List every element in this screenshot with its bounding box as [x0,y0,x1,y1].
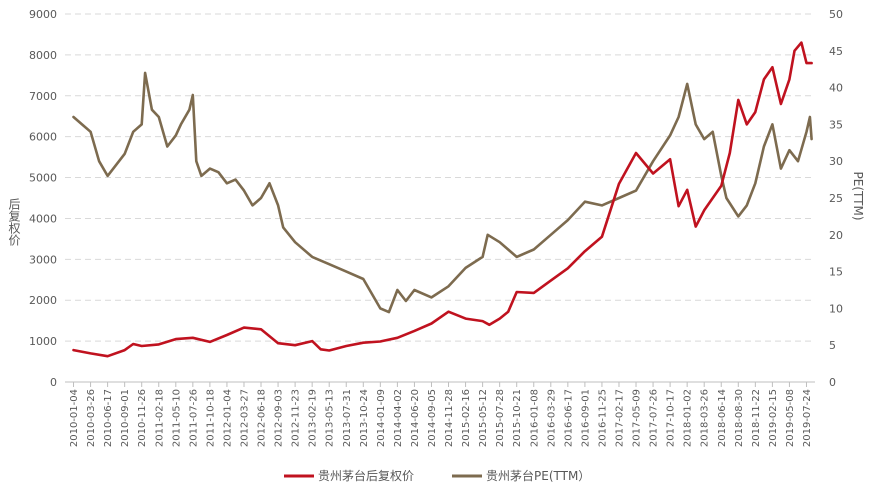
right-tick-label: 35 [829,118,843,131]
x-tick-label: 2018-03-26 [700,389,711,447]
x-tick-label: 2017-05-09 [632,389,643,447]
x-tick-label: 2014-11-28 [444,389,455,447]
x-tick-label: 2016-09-01 [580,389,591,447]
left-tick-label: 3000 [29,253,57,266]
x-tick-label: 2011-05-10 [171,389,182,447]
right-tick-label: 30 [829,155,843,168]
x-tick-label: 2011-07-26 [188,389,199,447]
right-axis: 0 5 10 15 20 25 30 35 40 45 50 [829,8,843,389]
right-axis-title: PE(TTM) [851,172,865,221]
x-tick-label: 2014-01-09 [376,389,387,447]
right-tick-label: 0 [829,376,836,389]
x-tick-label: 2015-05-12 [478,389,489,447]
left-tick-label: 1000 [29,335,57,348]
left-tick-label: 6000 [29,131,57,144]
x-tick-label: 2015-02-16 [461,389,472,447]
x-tick-label: 2019-05-08 [785,389,796,447]
x-tick-label: 2018-06-14 [717,389,728,447]
x-tick-label: 2014-06-20 [410,389,421,447]
legend-label-price: 贵州茅台后复权价 [318,468,414,483]
x-tick-label: 2010-01-04 [69,389,80,447]
x-tick-label: 2015-07-28 [495,389,506,447]
x-tick-label: 2013-07-31 [342,389,353,447]
left-tick-label: 8000 [29,49,57,62]
left-tick-label: 5000 [29,172,57,185]
right-tick-label: 20 [829,229,843,242]
x-tick-label: 2016-01-08 [529,389,540,447]
left-axis-title: 后复权价 [7,198,21,246]
x-tick-label: 2016-03-29 [546,389,557,447]
left-tick-label: 9000 [29,8,57,21]
left-tick-label: 2000 [29,294,57,307]
x-tick-label: 2012-03-27 [239,389,250,447]
right-tick-label: 15 [829,266,843,279]
x-tick-label: 2018-11-22 [751,389,762,447]
x-tick-label: 2012-09-03 [274,389,285,447]
right-tick-label: 40 [829,82,843,95]
series-layer [72,41,813,358]
x-tick-label: 2010-09-01 [120,389,131,447]
left-tick-label: 0 [50,376,57,389]
right-tick-label: 25 [829,192,843,205]
gridlines [65,13,815,342]
left-tick-label: 4000 [29,212,57,225]
x-tick-label: 2016-11-25 [597,389,608,447]
x-tick-label: 2011-02-18 [154,389,165,447]
x-tick-label: 2014-09-05 [427,389,438,447]
x-tick-label: 2019-02-15 [768,389,779,447]
series-line-pe [72,71,813,314]
x-tick-label: 2018-08-30 [734,389,745,447]
x-tick-label: 2013-10-24 [359,389,370,447]
x-tick-label: 2011-10-18 [205,389,216,447]
x-tick-label: 2010-06-17 [103,389,114,447]
legend: 贵州茅台后复权价 贵州茅台PE(TTM） [284,468,590,483]
x-tick-label: 2017-10-17 [666,389,677,447]
x-tick-label: 2010-11-26 [137,389,148,447]
x-tick-label: 2015-10-21 [512,389,523,447]
x-tick-label: 2017-07-26 [649,389,660,447]
x-tick-label: 2016-06-17 [563,389,574,447]
x-tick-label: 2013-05-13 [325,389,336,447]
x-tick-label: 2012-01-04 [222,389,233,447]
x-tick-label: 2018-01-02 [683,389,694,447]
x-tick-label: 2012-11-23 [291,389,302,447]
x-tick-label: 2012-06-18 [257,389,268,447]
series-line-price [72,41,813,358]
x-tick-label: 2013-02-19 [308,389,319,447]
x-tick-label: 2014-04-02 [393,389,404,447]
right-tick-label: 50 [829,8,843,21]
x-tick-label: 2017-02-17 [614,389,625,447]
x-axis: 2010-01-04 2010-03-26 2010-06-17 2010-09-01… [65,381,815,447]
left-tick-label: 7000 [29,90,57,103]
right-tick-label: 10 [829,302,843,315]
x-tick-label: 2019-07-24 [802,389,813,447]
right-tick-label: 45 [829,45,843,58]
left-axis: 0 1000 2000 3000 4000 5000 6000 7000 8000 9000 [29,8,57,389]
right-tick-label: 5 [829,339,836,352]
legend-label-pe: 贵州茅台PE(TTM） [486,468,590,483]
x-tick-label: 2010-03-26 [86,389,97,447]
